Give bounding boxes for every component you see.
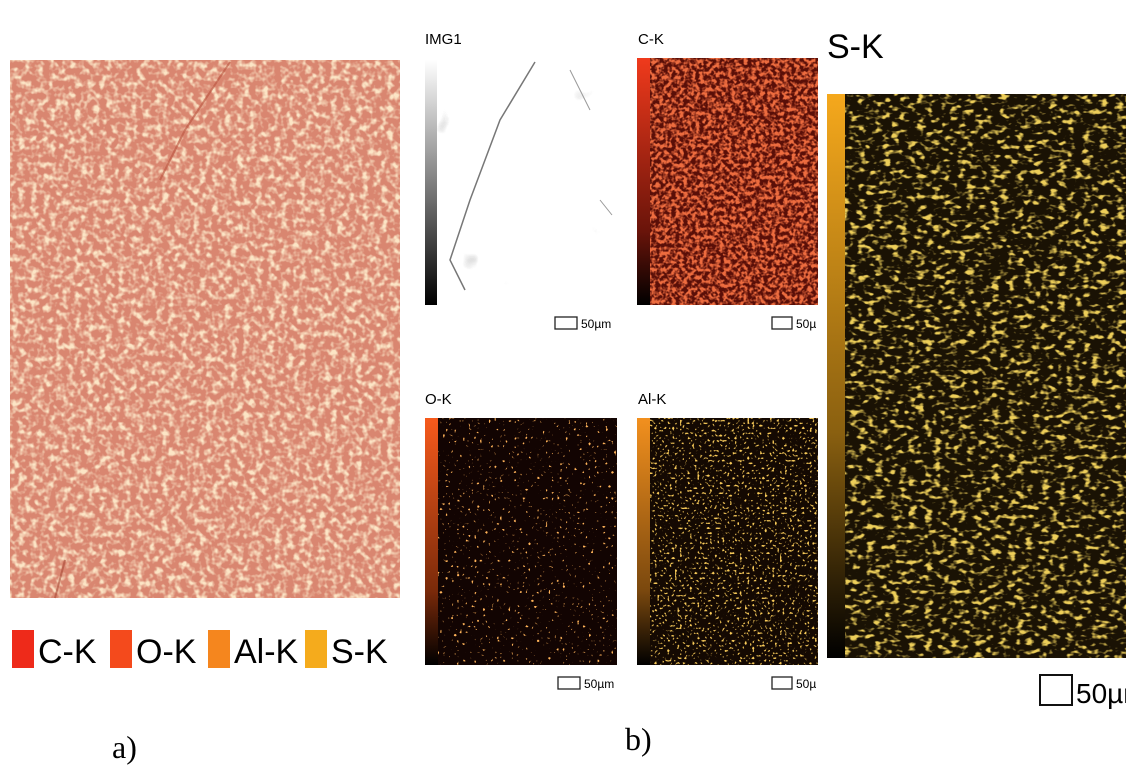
legend-label: Al-K [234, 633, 299, 671]
overlay-map [10, 60, 400, 598]
legend: C-K O-K Al-K S-K [12, 630, 388, 671]
scale-bar: 50µ [796, 317, 816, 331]
color-bar [827, 94, 845, 658]
map-title: O-K [425, 391, 452, 408]
scale-bar: 50µm [581, 317, 611, 331]
color-bar [425, 418, 438, 665]
panel-label: b) [625, 721, 652, 757]
scale-bar: 50µm [1076, 678, 1126, 709]
map-title: Al-K [638, 391, 666, 408]
legend-label: O-K [136, 633, 197, 671]
legend-label: C-K [38, 633, 97, 671]
legend-swatch [305, 630, 327, 668]
scale-bar: 50µ [796, 677, 816, 691]
legend-label: S-K [331, 633, 388, 671]
color-bar [637, 58, 650, 305]
map-title: IMG1 [425, 31, 462, 48]
legend-swatch [208, 630, 230, 668]
color-bar [425, 60, 437, 305]
legend-swatch [110, 630, 132, 668]
panel-label: a) [112, 729, 137, 765]
map-title: S-K [827, 28, 884, 66]
scale-bar: 50µm [584, 677, 614, 691]
map-title: C-K [638, 31, 664, 48]
color-bar [637, 418, 650, 665]
figure: C-K O-K Al-K S-K a) b) IMG1 50µm C-K 50µ… [0, 0, 1126, 770]
legend-swatch [12, 630, 34, 668]
